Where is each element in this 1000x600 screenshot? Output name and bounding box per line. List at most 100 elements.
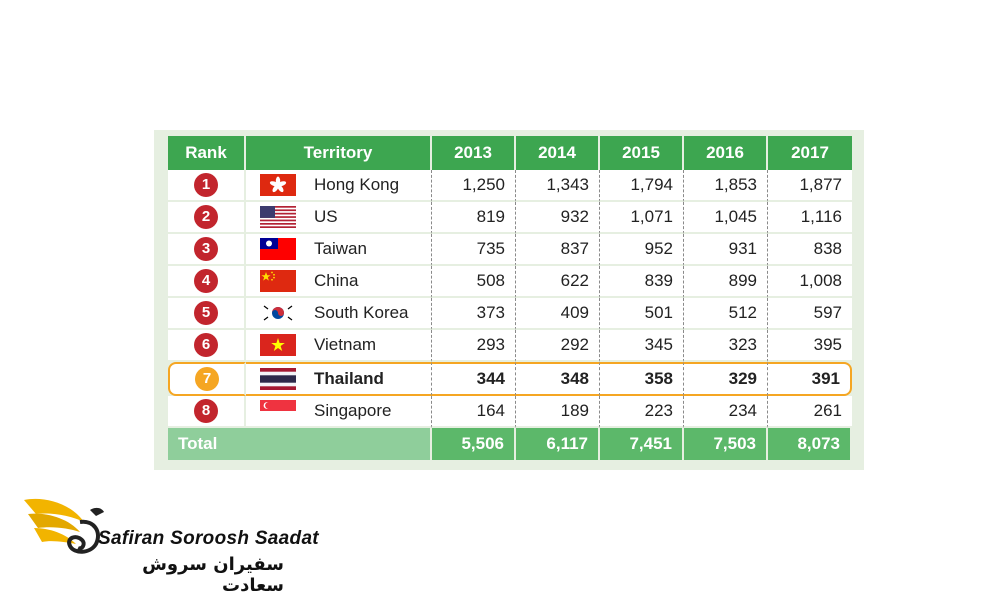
value-cell-2016: 931 <box>684 234 768 266</box>
territory-cell: South Korea <box>246 298 432 330</box>
rank-cell: 6 <box>168 330 246 362</box>
table-row: 3 Taiwan 735 837 952 931 838 <box>168 234 852 266</box>
vietnam-flag-icon <box>260 334 296 356</box>
value-cell-2017: 1,008 <box>768 266 852 298</box>
total-value-2016: 7,503 <box>684 428 768 460</box>
value-cell-2013: 344 <box>432 362 516 396</box>
value-cell-2016: 329 <box>684 362 768 396</box>
total-row: Total 5,506 6,117 7,451 7,503 8,073 <box>168 428 852 460</box>
territory-cell: Vietnam <box>246 330 432 362</box>
value-cell-2016: 1,853 <box>684 170 768 202</box>
rank-badge: 7 <box>195 367 219 391</box>
value-cell-2017: 261 <box>768 396 852 428</box>
table-row: 1 Hong Kong 1,250 1,343 1,794 1,853 1,877 <box>168 170 852 202</box>
territory-cell: Thailand <box>246 362 432 396</box>
brand-name-fa: سفیران سروش سعادت <box>142 554 284 596</box>
value-cell-2014: 837 <box>516 234 600 266</box>
total-value-2015: 7,451 <box>600 428 684 460</box>
table-row: 5 South Korea 373 409 501 512 597 <box>168 298 852 330</box>
rank-cell: 5 <box>168 298 246 330</box>
value-cell-2015: 358 <box>600 362 684 396</box>
rank-badge: 5 <box>194 301 218 325</box>
col-header-2013: 2013 <box>432 136 516 170</box>
value-cell-2013: 735 <box>432 234 516 266</box>
rank-badge: 3 <box>194 237 218 261</box>
rank-badge: 4 <box>194 269 218 293</box>
rank-cell: 7 <box>168 362 246 396</box>
table-body: 1 Hong Kong 1,250 1,343 1,794 1,853 1,877 2 US 81… <box>168 170 852 460</box>
value-cell-2013: 1,250 <box>432 170 516 202</box>
thailand-flag-icon <box>260 368 296 390</box>
col-header-rank: Rank <box>168 136 246 170</box>
china-flag-icon <box>260 270 296 292</box>
value-cell-2013: 819 <box>432 202 516 234</box>
value-cell-2014: 409 <box>516 298 600 330</box>
rank-cell: 8 <box>168 396 246 428</box>
value-cell-2015: 345 <box>600 330 684 362</box>
territory-name: South Korea <box>314 303 409 322</box>
value-cell-2017: 1,116 <box>768 202 852 234</box>
territory-cell: Taiwan <box>246 234 432 266</box>
col-header-territory: Territory <box>246 136 432 170</box>
rank-badge: 6 <box>194 333 218 357</box>
table-row: 4 China 508 622 839 899 1,008 <box>168 266 852 298</box>
territory-name: Taiwan <box>314 239 367 258</box>
territory-cell: Singapore <box>246 396 432 428</box>
total-label: Total <box>168 428 432 460</box>
brand-name-en: Safiran Soroosh Saadat <box>98 528 319 549</box>
value-cell-2015: 839 <box>600 266 684 298</box>
value-cell-2014: 189 <box>516 396 600 428</box>
col-header-2016: 2016 <box>684 136 768 170</box>
ranking-table: Rank Territory 2013 2014 2015 2016 2017 … <box>168 136 852 460</box>
header-row: Rank Territory 2013 2014 2015 2016 2017 <box>168 136 852 170</box>
taiwan-flag-icon <box>260 238 296 260</box>
south-korea-flag-icon <box>260 302 296 324</box>
territory-name: US <box>314 207 338 226</box>
territory-cell: Hong Kong <box>246 170 432 202</box>
col-header-2015: 2015 <box>600 136 684 170</box>
value-cell-2016: 323 <box>684 330 768 362</box>
table-row: 2 US 819 932 1,071 1,045 1,116 <box>168 202 852 234</box>
value-cell-2013: 293 <box>432 330 516 362</box>
bird-wing-logo <box>24 498 104 554</box>
territory-cell: US <box>246 202 432 234</box>
value-cell-2015: 952 <box>600 234 684 266</box>
rank-cell: 1 <box>168 170 246 202</box>
rank-cell: 3 <box>168 234 246 266</box>
value-cell-2015: 1,071 <box>600 202 684 234</box>
value-cell-2013: 164 <box>432 396 516 428</box>
rank-badge: 8 <box>194 399 218 423</box>
territory-cell: China <box>246 266 432 298</box>
rank-cell: 4 <box>168 266 246 298</box>
value-cell-2013: 508 <box>432 266 516 298</box>
table-row: 7 Thailand 344 348 358 329 391 <box>168 362 852 396</box>
territory-name: Singapore <box>314 401 392 420</box>
col-header-2017: 2017 <box>768 136 852 170</box>
table-row: 8 Singapore 164 189 223 234 261 <box>168 396 852 428</box>
value-cell-2016: 899 <box>684 266 768 298</box>
value-cell-2015: 1,794 <box>600 170 684 202</box>
total-value-2013: 5,506 <box>432 428 516 460</box>
value-cell-2014: 932 <box>516 202 600 234</box>
value-cell-2016: 1,045 <box>684 202 768 234</box>
rank-cell: 2 <box>168 202 246 234</box>
value-cell-2015: 223 <box>600 396 684 428</box>
table-row: 6 Vietnam 293 292 345 323 395 <box>168 330 852 362</box>
total-value-2017: 8,073 <box>768 428 852 460</box>
value-cell-2017: 597 <box>768 298 852 330</box>
col-header-2014: 2014 <box>516 136 600 170</box>
value-cell-2014: 292 <box>516 330 600 362</box>
hk-flag-icon <box>260 174 296 196</box>
value-cell-2017: 395 <box>768 330 852 362</box>
singapore-flag-icon <box>260 400 296 422</box>
territory-name: Vietnam <box>314 335 377 354</box>
value-cell-2014: 622 <box>516 266 600 298</box>
value-cell-2017: 391 <box>768 362 852 396</box>
value-cell-2014: 348 <box>516 362 600 396</box>
value-cell-2016: 234 <box>684 396 768 428</box>
territory-name: China <box>314 271 359 290</box>
value-cell-2017: 838 <box>768 234 852 266</box>
us-flag-icon <box>260 206 296 228</box>
value-cell-2016: 512 <box>684 298 768 330</box>
territory-name: Thailand <box>314 369 384 388</box>
